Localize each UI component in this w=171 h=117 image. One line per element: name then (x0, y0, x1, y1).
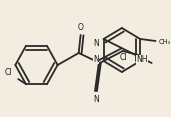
Text: NH: NH (136, 55, 148, 64)
Text: N: N (93, 55, 99, 64)
Text: Cl: Cl (5, 68, 12, 77)
Text: CH₃: CH₃ (159, 39, 171, 45)
Text: N: N (93, 95, 99, 104)
Text: N: N (93, 38, 99, 48)
Text: Cl: Cl (120, 53, 128, 62)
Text: O: O (78, 24, 84, 33)
